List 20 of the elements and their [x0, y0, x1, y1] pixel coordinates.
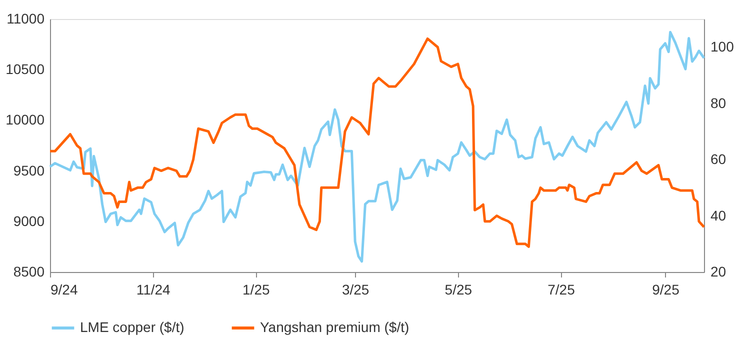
y-tick-label: 9500 — [13, 162, 45, 178]
y2-tick-label: 100 — [710, 38, 734, 55]
x-tick-label: 9/24 — [50, 282, 78, 298]
legend-label: LME copper ($/t) — [80, 319, 184, 335]
x-tick-label: 1/25 — [242, 282, 270, 298]
y2-tick-label: 40 — [710, 207, 726, 224]
y-tick-label: 9000 — [13, 212, 45, 229]
y-tick-label: 10000 — [6, 112, 45, 128]
y-tick-label: 11000 — [6, 10, 45, 26]
y-tick-label: 8500 — [13, 264, 45, 280]
legend-label: Yangshan premium ($/t) — [260, 319, 410, 335]
y2-tick-label: 80 — [710, 94, 726, 111]
x-tick-label: 9/25 — [652, 282, 680, 298]
x-tick-label: 11/24 — [136, 282, 171, 298]
y2-tick-label: 20 — [710, 264, 726, 280]
y2-tick-label: 60 — [710, 151, 726, 168]
y-tick-label: 10500 — [6, 61, 45, 78]
x-tick-label: 3/25 — [342, 282, 370, 298]
x-tick-label: 5/25 — [444, 282, 472, 298]
x-tick-label: 7/25 — [548, 282, 576, 298]
